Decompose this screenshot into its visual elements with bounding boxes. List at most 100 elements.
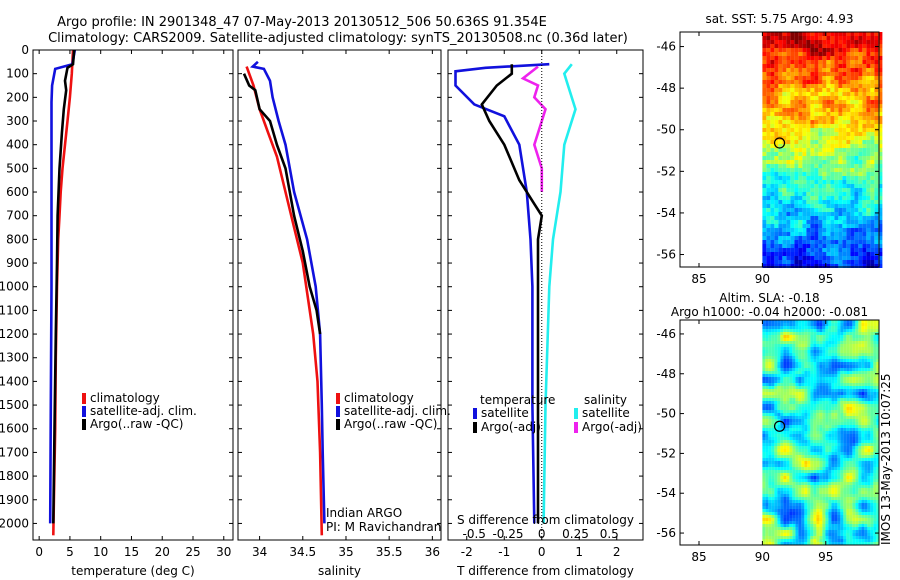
heatmap-cell <box>806 224 811 228</box>
heatmap-cell <box>870 362 874 365</box>
heatmap-cell <box>774 220 779 224</box>
heatmap-cell <box>762 380 766 383</box>
heatmap-cell <box>789 461 793 464</box>
heatmap-cell <box>765 473 769 476</box>
heatmap-cell <box>867 434 871 437</box>
heatmap-cell <box>801 431 805 434</box>
heatmap-cell <box>858 204 863 208</box>
heatmap-cell <box>834 132 839 136</box>
heatmap-cell <box>792 323 796 326</box>
heatmap-cell <box>838 264 843 268</box>
heatmap-cell <box>870 356 874 359</box>
heatmap-cell <box>862 36 867 40</box>
heatmap-cell <box>876 464 880 467</box>
heatmap-cell <box>866 68 871 72</box>
heatmap-cell <box>843 368 847 371</box>
heatmap-cell <box>822 485 826 488</box>
heatmap-cell <box>790 108 795 112</box>
heatmap-cell <box>861 470 865 473</box>
heatmap-cell <box>849 374 853 377</box>
heatmap-cell <box>876 335 880 338</box>
heatmap-cell <box>825 473 829 476</box>
heatmap-cell <box>850 140 855 144</box>
heatmap-cell <box>810 256 815 260</box>
heatmap-cell <box>801 479 805 482</box>
heatmap-cell <box>819 410 823 413</box>
heatmap-cell <box>774 48 779 52</box>
heatmap-cell <box>804 425 808 428</box>
heatmap-cell <box>782 184 787 188</box>
heatmap-cell <box>842 232 847 236</box>
heatmap-cell <box>818 84 823 88</box>
heatmap-cell <box>843 506 847 509</box>
heatmap-cell <box>766 140 771 144</box>
heatmap-cell <box>858 482 862 485</box>
heatmap-cell <box>783 494 787 497</box>
heatmap-cell <box>855 449 859 452</box>
heatmap-cell <box>816 440 820 443</box>
heatmap-cell <box>774 212 779 216</box>
heatmap-cell <box>807 425 811 428</box>
heatmap-cell <box>873 464 877 467</box>
heatmap-cell <box>780 401 784 404</box>
heatmap-cell <box>837 353 841 356</box>
heatmap-cell <box>873 437 877 440</box>
heatmap-cell <box>830 180 835 184</box>
heatmap-cell <box>798 120 803 124</box>
heatmap-cell <box>765 353 769 356</box>
heatmap-cell <box>770 120 775 124</box>
heatmap-cell <box>864 416 868 419</box>
heatmap-cell <box>822 236 827 240</box>
heatmap-cell <box>870 332 874 335</box>
heatmap-cell <box>774 140 779 144</box>
heatmap-cell <box>807 437 811 440</box>
heatmap-cell <box>822 84 827 88</box>
heatmap-cell <box>867 533 871 536</box>
heatmap-cell <box>819 341 823 344</box>
heatmap-cell <box>822 200 827 204</box>
heatmap-cell <box>855 389 859 392</box>
heatmap-cell <box>834 156 839 160</box>
heatmap-cell <box>876 419 880 422</box>
heatmap-cell <box>855 356 859 359</box>
heatmap-cell <box>878 140 883 144</box>
heatmap-cell <box>825 476 829 479</box>
heatmap-cell <box>822 455 826 458</box>
heatmap-cell <box>864 512 868 515</box>
heatmap-cell <box>861 398 865 401</box>
heatmap-cell <box>778 52 783 56</box>
heatmap-cell <box>814 188 819 192</box>
heatmap-cell <box>849 389 853 392</box>
heatmap-cell <box>801 428 805 431</box>
heatmap-cell <box>802 240 807 244</box>
heatmap-cell <box>874 172 879 176</box>
heatmap-cell <box>780 380 784 383</box>
heatmap-cell <box>818 200 823 204</box>
heatmap-cell <box>876 482 880 485</box>
heatmap-cell <box>842 216 847 220</box>
heatmap-cell <box>786 395 790 398</box>
heatmap-cell <box>780 440 784 443</box>
heatmap-cell <box>831 539 835 542</box>
heatmap-cell <box>813 344 817 347</box>
heatmap-cell <box>765 365 769 368</box>
heatmap-cell <box>806 100 811 104</box>
heatmap-cell <box>862 156 867 160</box>
heatmap-cell <box>874 264 879 268</box>
heatmap-cell <box>843 476 847 479</box>
heatmap-cell <box>822 467 826 470</box>
heatmap-cell <box>789 332 793 335</box>
heatmap-cell <box>792 473 796 476</box>
x-axis-label: T difference from climatology <box>456 564 634 578</box>
heatmap-cell <box>862 188 867 192</box>
heatmap-cell <box>794 192 799 196</box>
heatmap-cell <box>771 380 775 383</box>
heatmap-cell <box>801 470 805 473</box>
heatmap-cell <box>858 488 862 491</box>
heatmap-cell <box>774 224 779 228</box>
heatmap-cell <box>766 236 771 240</box>
heatmap-cell <box>858 497 862 500</box>
heatmap-cell <box>858 467 862 470</box>
heatmap-cell <box>834 144 839 148</box>
heatmap-cell <box>846 80 851 84</box>
